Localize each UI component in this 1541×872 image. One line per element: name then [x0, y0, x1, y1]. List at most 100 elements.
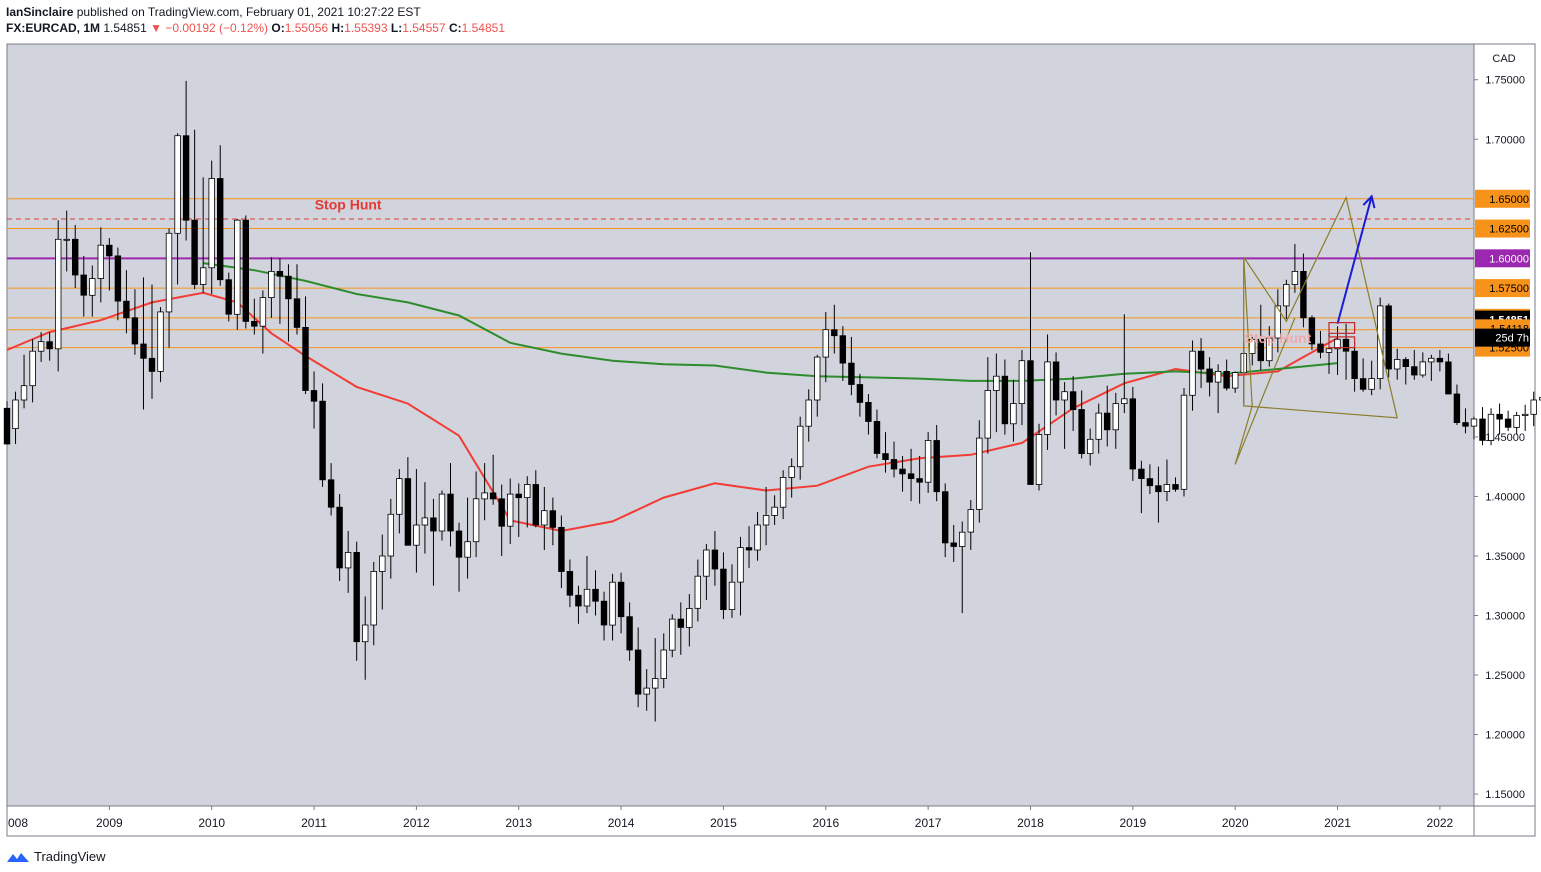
candle-body — [1206, 368, 1213, 383]
price-label-box — [1475, 189, 1530, 208]
candle-body — [1539, 397, 1541, 401]
candle-body — [498, 498, 505, 527]
candle-body — [37, 341, 45, 352]
candle-body — [1232, 372, 1239, 389]
candle-body — [1300, 270, 1307, 319]
price-label-box — [1475, 249, 1530, 268]
symbol-label[interactable]: FX:EURCAD, 1M — [6, 21, 101, 35]
candle-body — [1172, 484, 1179, 490]
y-tick-label: 1.20000 — [1485, 730, 1525, 742]
candle-body — [131, 317, 139, 345]
candle-body — [12, 399, 19, 430]
candle-body — [421, 517, 429, 526]
candle-body — [80, 274, 87, 296]
candle-body — [848, 362, 855, 385]
candle-body — [285, 275, 292, 300]
candle-body — [558, 527, 565, 572]
candle-body — [1035, 434, 1043, 485]
candle-body — [140, 343, 147, 359]
candle-body — [1223, 370, 1230, 389]
candle-body — [191, 219, 198, 285]
candle-body — [1411, 366, 1418, 376]
candle-body — [29, 350, 36, 387]
x-tick-label: 008 — [8, 816, 28, 830]
pattern-line-2 — [1234, 317, 1296, 465]
candle-body — [97, 244, 104, 279]
candle-body — [1104, 412, 1111, 431]
candle-body — [89, 278, 96, 296]
candle-body — [1155, 485, 1162, 493]
candle-body — [677, 618, 684, 628]
candle-body — [592, 588, 599, 602]
candle-body — [950, 542, 957, 547]
candle-body — [1266, 337, 1273, 362]
candle-body — [225, 279, 232, 315]
x-tick-label: 2021 — [1324, 816, 1351, 830]
candle-body — [302, 326, 309, 391]
candle-body — [72, 238, 79, 276]
candle-body — [1470, 418, 1478, 427]
candle-body — [566, 571, 574, 596]
tradingview-logo-icon[interactable] — [6, 850, 30, 864]
candle-body — [387, 513, 394, 557]
header-line-1: IanSinclaire published on TradingView.co… — [6, 4, 505, 20]
projection-arrow-line — [1336, 196, 1373, 325]
candle-body — [1001, 375, 1009, 425]
candle-body — [1522, 413, 1529, 416]
candle-body — [694, 575, 701, 609]
candle-body — [1121, 398, 1128, 404]
y-tick-label: 1.70000 — [1485, 134, 1525, 146]
candle-body — [234, 219, 241, 315]
candle-body — [1052, 361, 1060, 401]
candle-body — [506, 493, 514, 527]
candle-body — [157, 311, 164, 372]
candle-body — [447, 493, 454, 532]
candle-body — [1513, 415, 1520, 428]
candle-body — [549, 510, 556, 528]
candle-body — [216, 178, 224, 281]
candle-body — [1436, 357, 1444, 363]
candle-body — [1189, 350, 1196, 396]
y-tick-label: 1.45000 — [1485, 432, 1525, 444]
candle-body — [959, 531, 966, 547]
publisher-name[interactable]: IanSinclaire — [6, 5, 74, 19]
candle-body — [114, 255, 122, 302]
candle-body — [873, 420, 881, 454]
candle-body — [1402, 359, 1409, 367]
candle-body — [1095, 412, 1102, 440]
candle-body — [472, 498, 480, 543]
candle-body — [1283, 284, 1290, 307]
candle-body — [1419, 361, 1426, 376]
open-label: O: — [271, 21, 285, 35]
candle-body — [984, 390, 991, 439]
candle-body — [1479, 418, 1486, 441]
candle-body — [660, 649, 667, 680]
candle-body — [882, 453, 889, 461]
candle-body — [182, 135, 190, 221]
candle-body — [1291, 270, 1299, 285]
candle-body — [745, 547, 753, 551]
x-tick-label: 2015 — [710, 816, 737, 830]
candle-body — [839, 335, 846, 364]
candle-body — [600, 600, 608, 626]
candle-body — [805, 399, 812, 427]
candle-body — [1257, 338, 1264, 362]
candle-body — [814, 356, 821, 401]
candle-body — [1504, 418, 1512, 428]
candle-body — [344, 552, 352, 569]
candle-body — [327, 479, 335, 508]
candle-body — [361, 624, 369, 643]
candle-body — [831, 329, 838, 337]
footer-brand[interactable]: TradingView — [34, 849, 106, 864]
series-line-2 — [203, 262, 1338, 382]
last-price: 1.54851 — [103, 21, 147, 35]
candle-body — [1214, 370, 1222, 383]
candle-body — [541, 510, 548, 526]
candle-body — [771, 506, 778, 516]
candle-body — [754, 524, 761, 551]
candle-body — [967, 509, 974, 533]
stop-hunt-label: Stop Hunt — [1244, 330, 1311, 346]
pattern-line-1 — [1234, 257, 1253, 465]
candle-body — [617, 581, 625, 618]
candle-body — [46, 341, 53, 350]
